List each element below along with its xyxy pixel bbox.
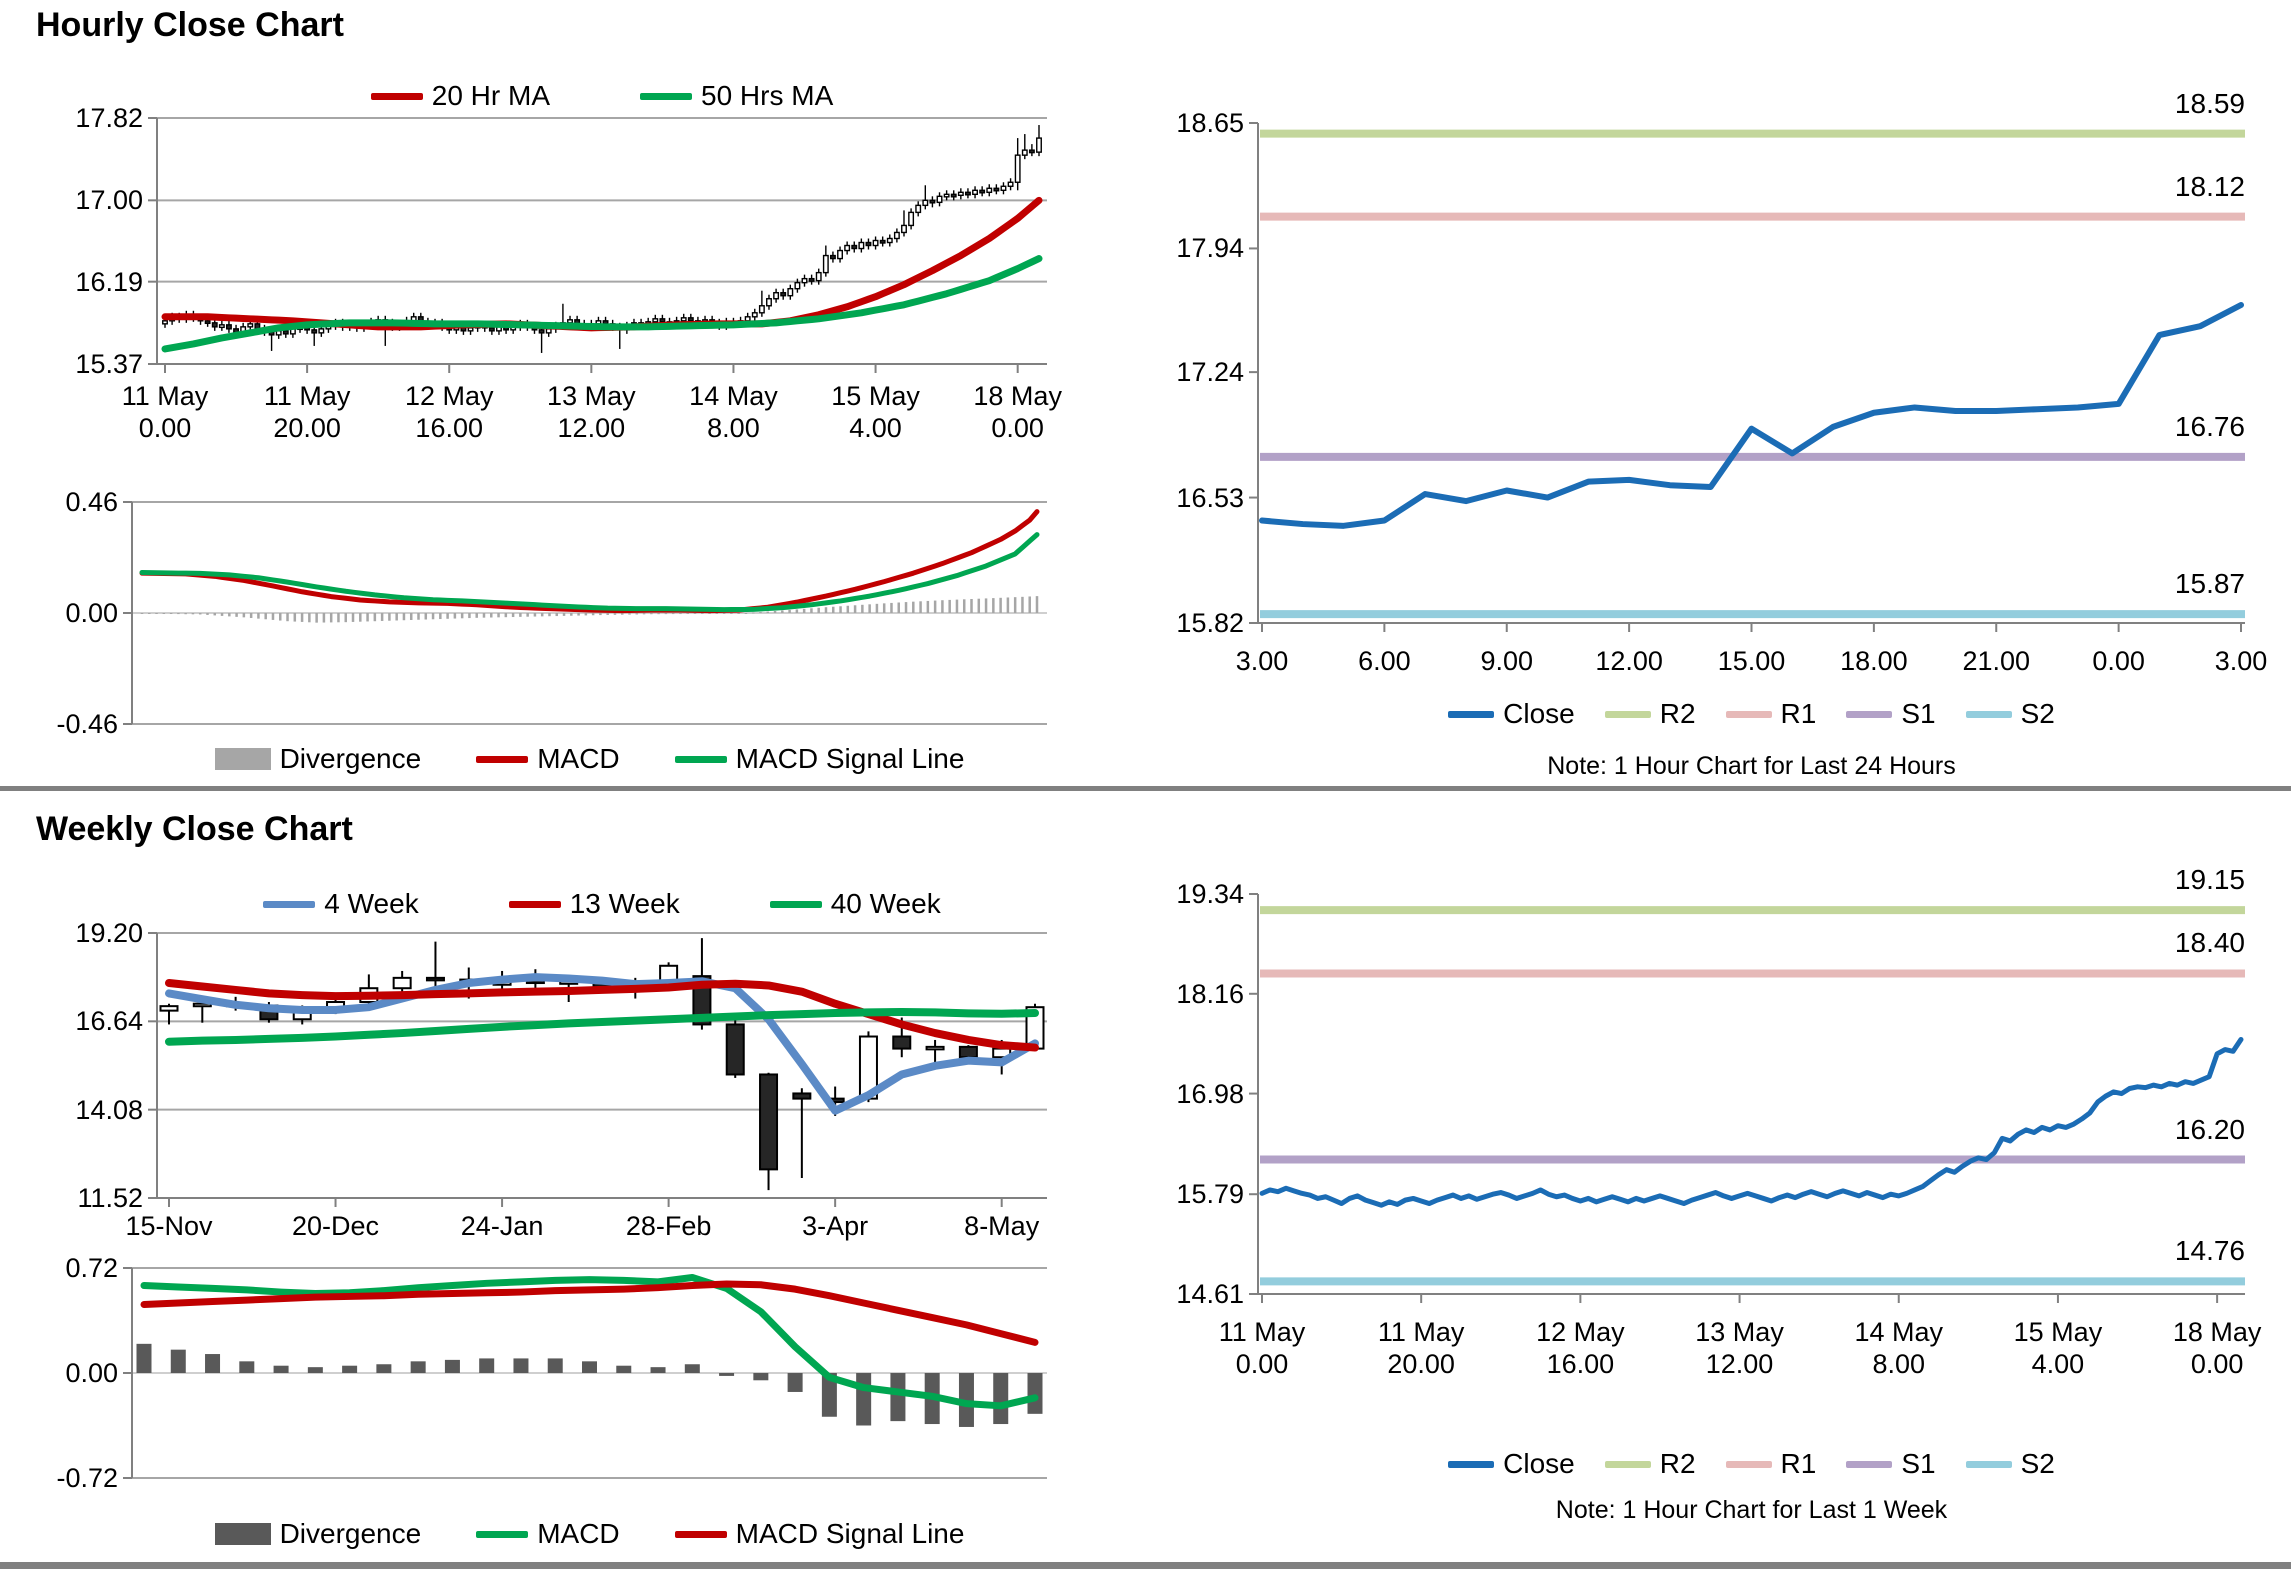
legend-item-s2: S2: [1965, 698, 2055, 730]
legend-label: Divergence: [279, 1518, 422, 1549]
legend-item-s1: S1: [1846, 698, 1936, 730]
weekly-price-chart: [130, 880, 1050, 1260]
hourly-macd-legend: Divergence MACD MACD Signal Line: [132, 743, 1047, 775]
legend-item-50-hrs-ma: 50 Hrs MA: [640, 80, 833, 112]
legend-item-macd-signal-line: MACD Signal Line: [674, 1518, 965, 1550]
line-swatch-icon: [640, 92, 692, 100]
line-swatch-icon: [1965, 1460, 2012, 1468]
legend-label: R2: [1659, 1448, 1696, 1479]
weekly-section-title: Weekly Close Chart: [36, 810, 353, 848]
legend-label: MACD Signal Line: [735, 743, 965, 774]
pivot-1w-legend: Close R2 R1 S1 S2: [1258, 1448, 2245, 1480]
bottom-divider: [0, 1562, 2291, 1569]
hourly-price-chart: [130, 60, 1050, 430]
line-swatch-icon: [1725, 710, 1772, 718]
line-swatch-icon: [1604, 710, 1651, 718]
legend-item-4-week: 4 Week: [263, 888, 419, 920]
legend-item-20-hr-ma: 20 Hr MA: [370, 80, 550, 112]
legend-item-40-week: 40 Week: [769, 888, 941, 920]
hourly-price-legend: 20 Hr MA 50 Hrs MA: [157, 80, 1047, 112]
line-swatch-icon: [476, 755, 529, 763]
legend-label: S1: [1901, 1448, 1936, 1479]
box-swatch-icon: [214, 748, 271, 770]
legend-label: 40 Week: [830, 888, 941, 919]
legend-item-macd-signal-line: MACD Signal Line: [674, 743, 965, 775]
legend-label: S2: [2020, 698, 2055, 729]
line-swatch-icon: [674, 1530, 727, 1538]
hourly-section-title: Hourly Close Chart: [36, 6, 344, 44]
legend-label: 13 Week: [569, 888, 680, 919]
legend-label: MACD: [537, 1518, 620, 1549]
legend-item-13-week: 13 Week: [508, 888, 680, 920]
legend-item-s1: S1: [1846, 1448, 1936, 1480]
line-swatch-icon: [1448, 710, 1495, 718]
line-swatch-icon: [769, 900, 822, 908]
pivot-24h-legend: Close R2 R1 S1 S2: [1258, 698, 2245, 730]
line-swatch-icon: [1448, 1460, 1495, 1468]
legend-label: S2: [2020, 1448, 2055, 1479]
weekly-macd-legend: Divergence MACD MACD Signal Line: [132, 1518, 1047, 1550]
weekly-macd-chart: [130, 1250, 1050, 1560]
legend-item-close: Close: [1448, 698, 1575, 730]
line-swatch-icon: [1846, 710, 1893, 718]
box-swatch-icon: [214, 1523, 271, 1545]
line-swatch-icon: [263, 900, 316, 908]
pivot-24h-chart: [1210, 80, 2270, 780]
line-swatch-icon: [370, 92, 423, 100]
line-swatch-icon: [476, 1530, 529, 1538]
weekly-price-legend: 4 Week 13 Week 40 Week: [157, 888, 1047, 920]
legend-item-divergence: Divergence: [214, 743, 422, 775]
line-swatch-icon: [1846, 1460, 1893, 1468]
legend-item-close: Close: [1448, 1448, 1575, 1480]
legend-item-macd: MACD: [476, 743, 620, 775]
pivot-1w-chart: [1210, 860, 2270, 1540]
legend-label: MACD Signal Line: [735, 1518, 965, 1549]
legend-label: Close: [1503, 698, 1575, 729]
line-swatch-icon: [674, 755, 727, 763]
section-divider: [0, 786, 2291, 791]
legend-item-r1: R1: [1725, 698, 1817, 730]
legend-label: R1: [1780, 698, 1817, 729]
legend-item-macd: MACD: [476, 1518, 620, 1550]
legend-item-s2: S2: [1965, 1448, 2055, 1480]
legend-label: R2: [1659, 698, 1696, 729]
legend-item-r2: R2: [1604, 698, 1696, 730]
legend-label: 20 Hr MA: [431, 80, 550, 111]
legend-label: S1: [1901, 698, 1936, 729]
line-swatch-icon: [1965, 710, 2012, 718]
legend-item-r1: R1: [1725, 1448, 1817, 1480]
pivot-24h-note: Note: 1 Hour Chart for Last 24 Hours: [1547, 752, 1956, 780]
legend-item-divergence: Divergence: [214, 1518, 422, 1550]
line-swatch-icon: [1604, 1460, 1651, 1468]
legend-label: 50 Hrs MA: [701, 80, 834, 111]
line-swatch-icon: [1725, 1460, 1772, 1468]
legend-label: Close: [1503, 1448, 1575, 1479]
legend-label: MACD: [537, 743, 620, 774]
legend-label: R1: [1780, 1448, 1817, 1479]
hourly-macd-chart: [130, 480, 1050, 780]
pivot-1w-note: Note: 1 Hour Chart for Last 1 Week: [1555, 1496, 1948, 1524]
legend-label: 4 Week: [324, 888, 419, 919]
line-swatch-icon: [508, 900, 561, 908]
legend-label: Divergence: [279, 743, 422, 774]
legend-item-r2: R2: [1604, 1448, 1696, 1480]
